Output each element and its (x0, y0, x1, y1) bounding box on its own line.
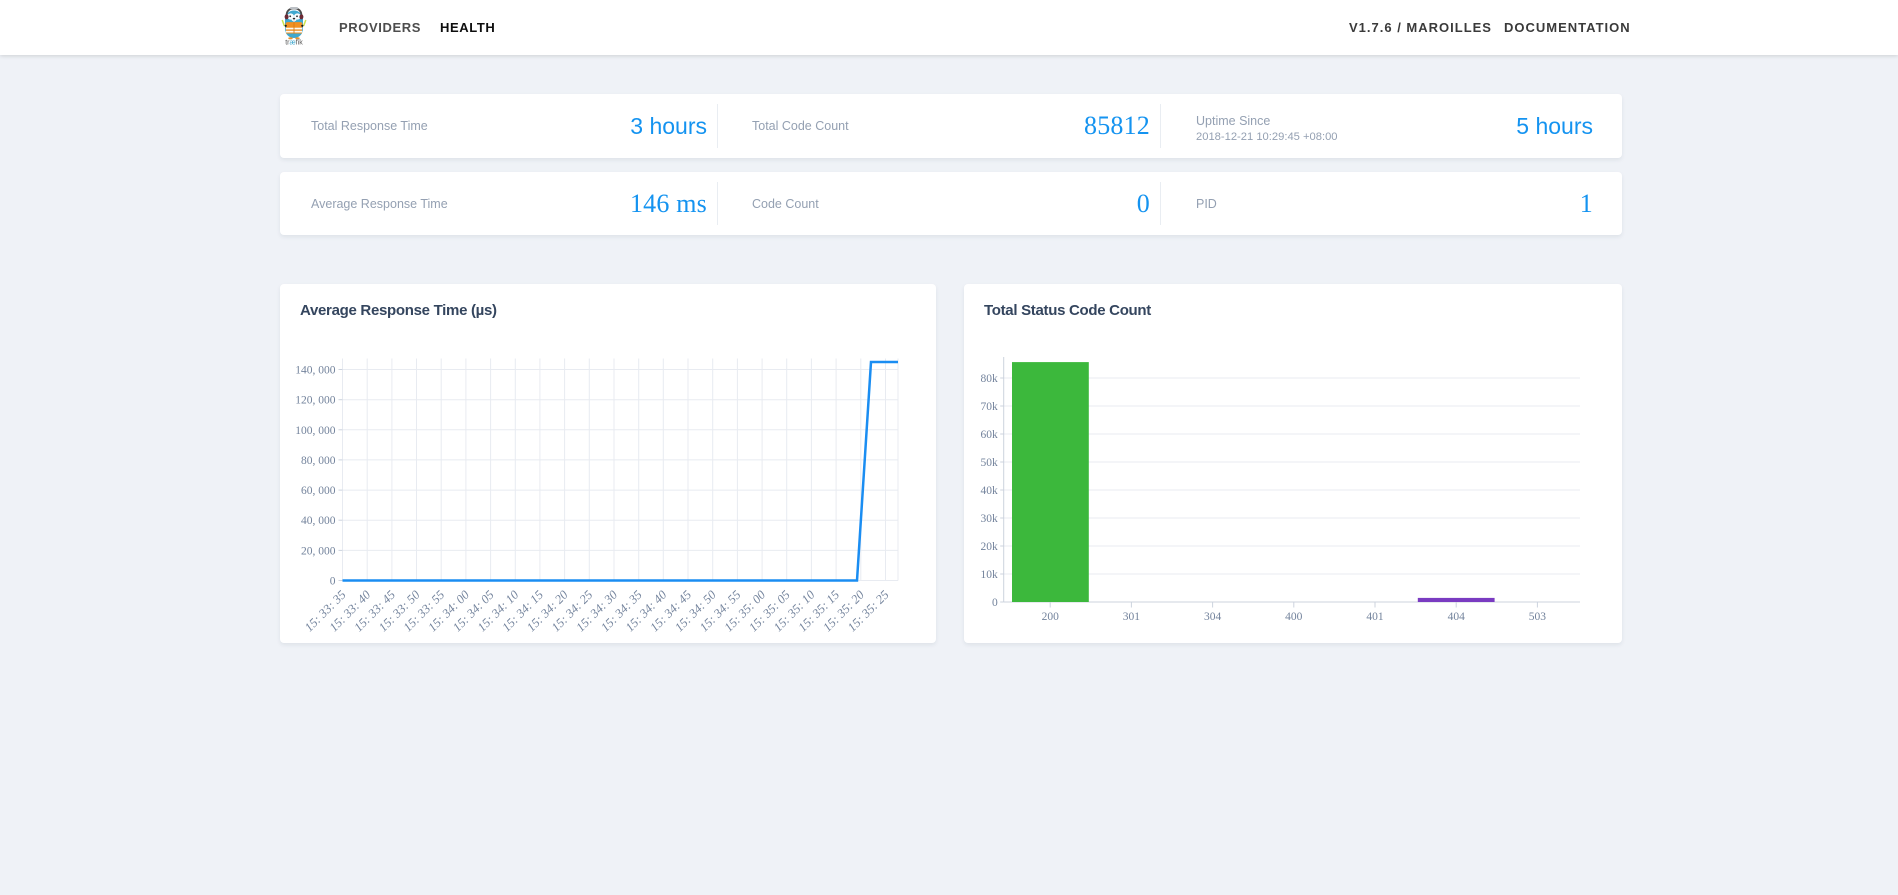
svg-text:60k: 60k (980, 429, 998, 441)
svg-text:80, 000: 80, 000 (301, 455, 336, 467)
svg-text:200: 200 (1042, 611, 1060, 623)
svg-text:70k: 70k (980, 401, 998, 413)
svg-text:304: 304 (1204, 611, 1222, 623)
svg-text:træfik: træfik (285, 40, 303, 46)
svg-text:404: 404 (1448, 611, 1466, 623)
svg-text:30k: 30k (980, 513, 998, 525)
svg-text:140, 000: 140, 000 (295, 365, 336, 377)
svg-text:20, 000: 20, 000 (301, 545, 336, 557)
svg-text:400: 400 (1285, 611, 1303, 623)
svg-text:40, 000: 40, 000 (301, 515, 336, 527)
svg-text:80k: 80k (980, 373, 998, 385)
svg-text:50k: 50k (980, 457, 998, 469)
svg-text:10k: 10k (980, 569, 998, 581)
svg-text:60, 000: 60, 000 (301, 485, 336, 497)
svg-text:401: 401 (1366, 611, 1384, 623)
svg-text:0: 0 (992, 597, 998, 609)
svg-text:120, 000: 120, 000 (295, 395, 336, 407)
svg-text:20k: 20k (980, 541, 998, 553)
svg-text:301: 301 (1123, 611, 1141, 623)
svg-text:40k: 40k (980, 485, 998, 497)
svg-text:100, 000: 100, 000 (295, 425, 336, 437)
svg-text:0: 0 (330, 576, 336, 588)
svg-text:503: 503 (1529, 611, 1547, 623)
